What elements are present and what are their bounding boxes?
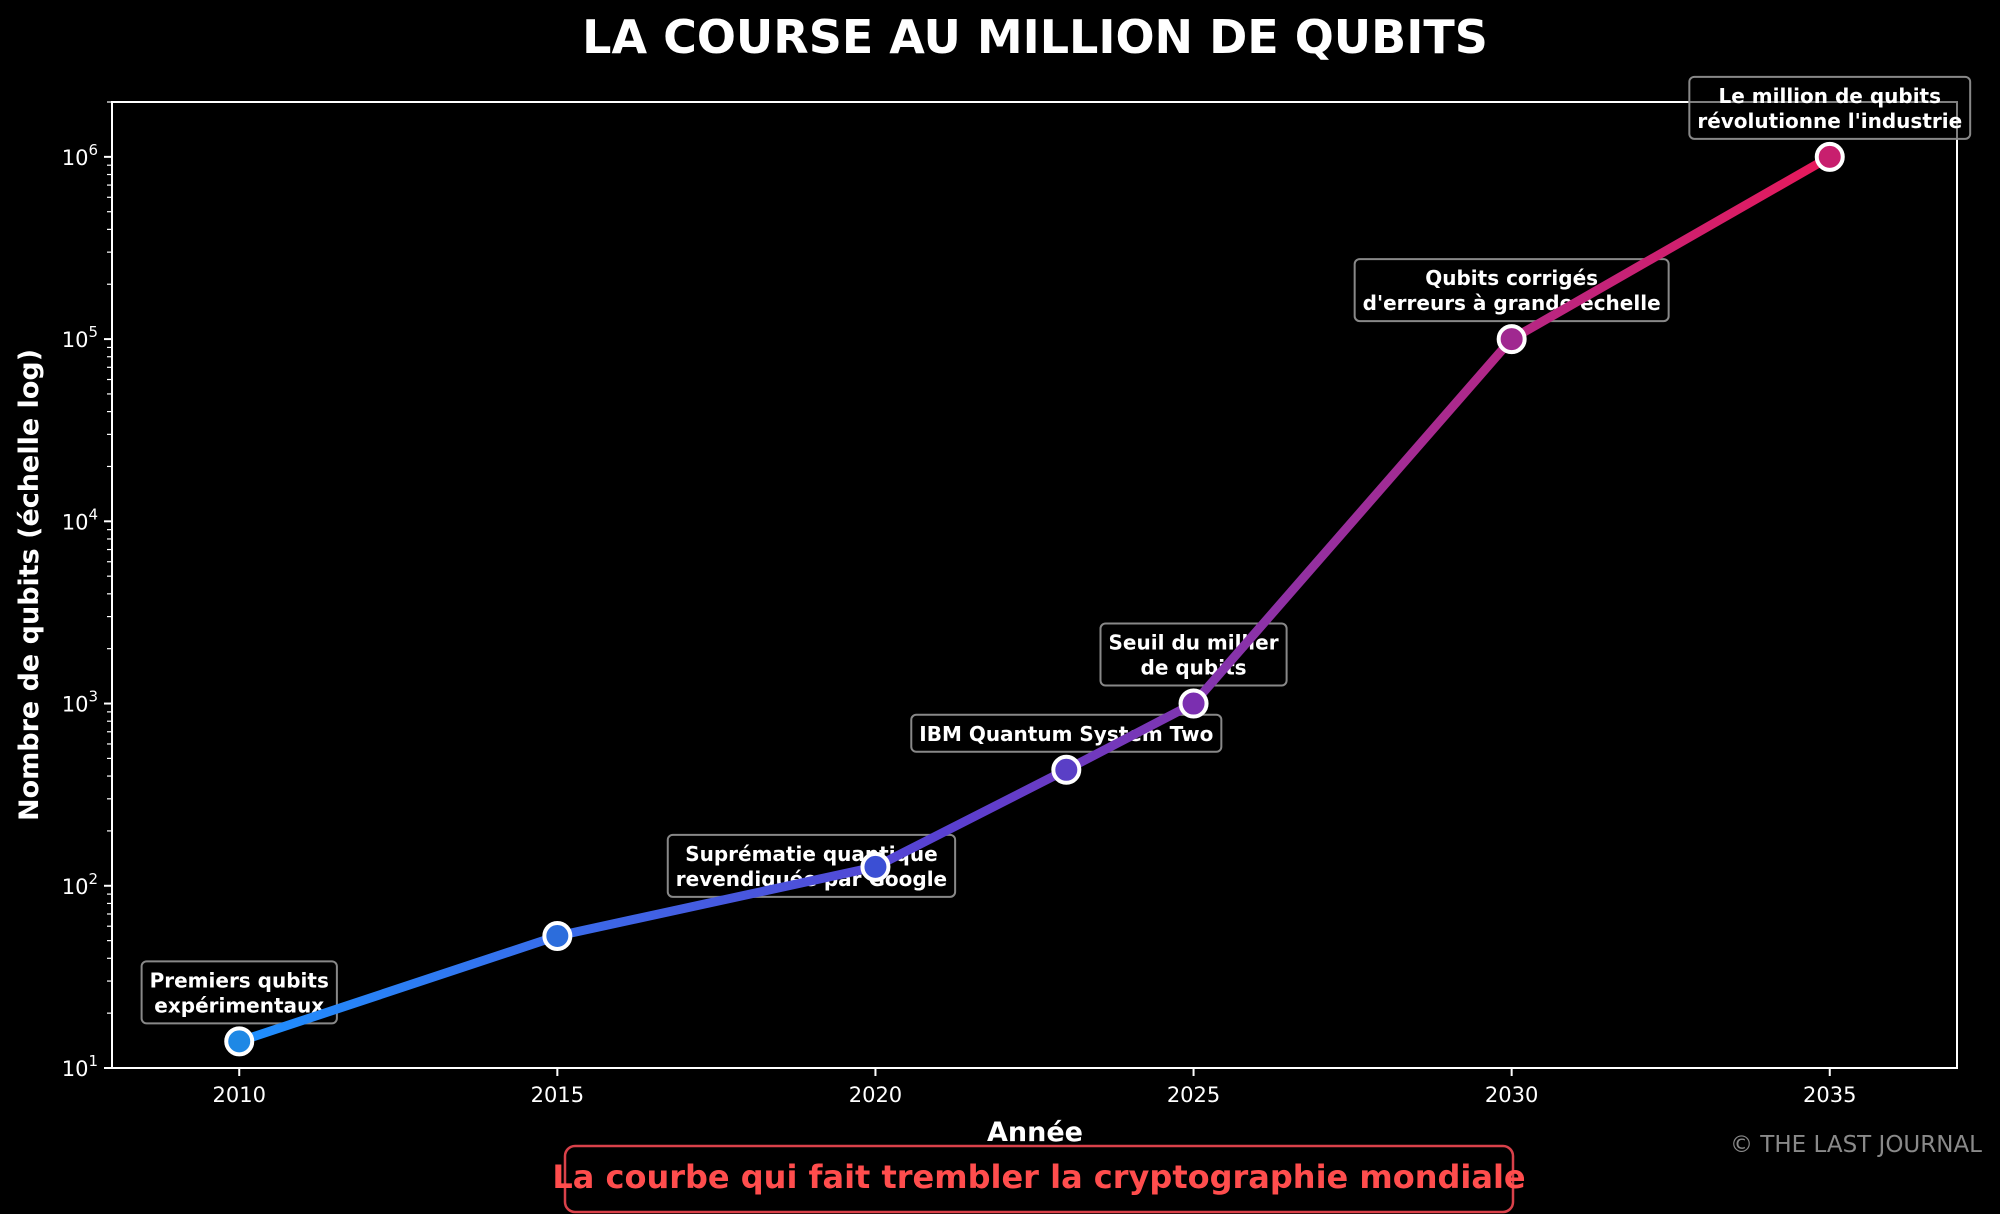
- y-tick-label: 106: [62, 141, 98, 170]
- data-series: [224, 141, 1845, 1057]
- annotation-label: Qubits corrigés: [1425, 266, 1598, 290]
- annotation-box: [666, 833, 957, 898]
- y-tick-exponent: 2: [88, 870, 98, 888]
- data-point: [224, 1026, 255, 1057]
- annotation-label: expérimentaux: [154, 993, 324, 1017]
- y-tick-exponent: 6: [88, 141, 98, 159]
- y-tick-base: 10: [62, 146, 89, 170]
- annotation-label: Le million de qubits: [1719, 84, 1942, 108]
- annotation-box: [140, 960, 338, 1025]
- chart-title: LA COURSE AU MILLION DE QUBITS: [582, 10, 1488, 64]
- x-tick-label: 2035: [1803, 1083, 1856, 1107]
- annotation-label: IBM Quantum System Two: [919, 722, 1213, 746]
- subtitle: La courbe qui fait trembler la cryptogra…: [552, 1158, 1525, 1196]
- y-tick-exponent: 1: [88, 1052, 98, 1070]
- x-axis-ticks: 2010 2015 2020 2025 2030 2035: [213, 1068, 1856, 1107]
- y-tick-base: 10: [62, 1057, 89, 1081]
- subtitle-box: [563, 1144, 1515, 1214]
- annotation-box: [910, 713, 1223, 753]
- y-tick-label: 103: [62, 688, 98, 717]
- y-tick-label: 101: [62, 1052, 98, 1081]
- y-tick-base: 10: [62, 328, 89, 352]
- annotation-box: [1353, 258, 1670, 323]
- y-tick-exponent: 3: [88, 688, 98, 706]
- y-tick-exponent: 4: [88, 505, 98, 523]
- x-tick-label: 2020: [849, 1083, 902, 1107]
- annotation-box: [1099, 622, 1288, 687]
- data-point: [1178, 688, 1209, 719]
- x-tick-label: 2015: [531, 1083, 584, 1107]
- data-point: [1051, 754, 1082, 785]
- y-tick-base: 10: [62, 875, 89, 899]
- x-tick-label: 2010: [213, 1083, 266, 1107]
- y-axis-label: Nombre de qubits (échelle log): [14, 349, 45, 821]
- series-line: [234, 152, 1835, 1046]
- annotation-label: révolutionne l'industrie: [1697, 109, 1962, 133]
- watermark: © THE LAST JOURNAL: [1730, 1132, 1982, 1158]
- y-tick-base: 10: [62, 510, 89, 534]
- x-axis-label: Année: [987, 1117, 1083, 1148]
- annotation-label: d'erreurs à grande échelle: [1363, 291, 1661, 315]
- data-point: [542, 921, 573, 952]
- annotation: IBM Quantum System Two: [910, 713, 1223, 753]
- x-tick-label: 2025: [1167, 1083, 1220, 1107]
- data-point: [1814, 141, 1845, 172]
- y-tick-label: 104: [62, 505, 98, 534]
- annotation-box: [1688, 75, 1972, 140]
- annotation-label: Premiers qubits: [150, 968, 329, 992]
- y-tick-label: 105: [62, 323, 98, 352]
- y-tick-exponent: 5: [88, 323, 98, 341]
- data-point: [1496, 324, 1527, 355]
- y-tick-base: 10: [62, 693, 89, 717]
- plot-frame: [111, 101, 1958, 1069]
- y-tick-label: 102: [62, 870, 98, 899]
- x-tick-label: 2030: [1485, 1083, 1538, 1107]
- data-point: [860, 851, 891, 882]
